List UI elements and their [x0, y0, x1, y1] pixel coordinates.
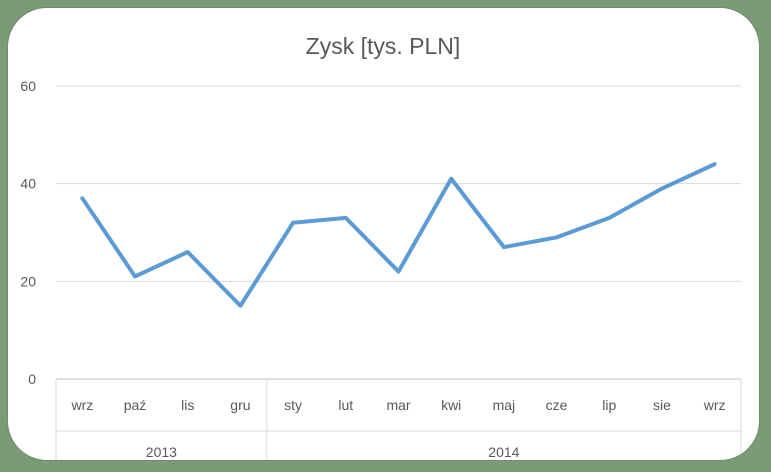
- x-tick-label: sty: [284, 397, 302, 413]
- x-tick-label: lip: [602, 397, 616, 413]
- y-tick-label: 40: [20, 176, 36, 192]
- x-group-label: 2014: [488, 444, 519, 460]
- line-chart: Zysk [tys. PLN] 0 20 40 60 wrz paź lis gru sty l…: [20, 33, 742, 460]
- chart-title: Zysk [tys. PLN]: [306, 33, 461, 59]
- x-tick-label: sie: [653, 397, 671, 413]
- x-tick-label: cze: [546, 397, 568, 413]
- y-tick-label: 20: [20, 273, 36, 289]
- x-tick-label: wrz: [70, 397, 93, 413]
- x-group-label: 2013: [146, 444, 177, 460]
- series-line: [80, 162, 717, 308]
- x-tick-label: gru: [230, 397, 250, 413]
- x-tick-label: kwi: [441, 397, 461, 413]
- gridlines: [56, 85, 741, 380]
- x-tick-label: maj: [493, 397, 516, 413]
- x-tick-label: wrz: [703, 397, 726, 413]
- x-tick-label: mar: [386, 397, 410, 413]
- y-tick-label: 0: [28, 371, 36, 387]
- x-tick-label: lis: [181, 397, 194, 413]
- x-axis: wrz paź lis gru sty lut mar kwi maj cze lip sie wrz 2…: [55, 379, 742, 460]
- x-tick-label: lut: [338, 397, 353, 413]
- series-lines: [80, 162, 717, 308]
- x-tick-label: paź: [124, 397, 147, 413]
- y-tick-label: 60: [20, 78, 36, 94]
- y-axis-ticks: 0 20 40 60: [20, 78, 36, 387]
- chart-frame: Zysk [tys. PLN] 0 20 40 60 wrz paź lis gru sty l…: [7, 7, 760, 461]
